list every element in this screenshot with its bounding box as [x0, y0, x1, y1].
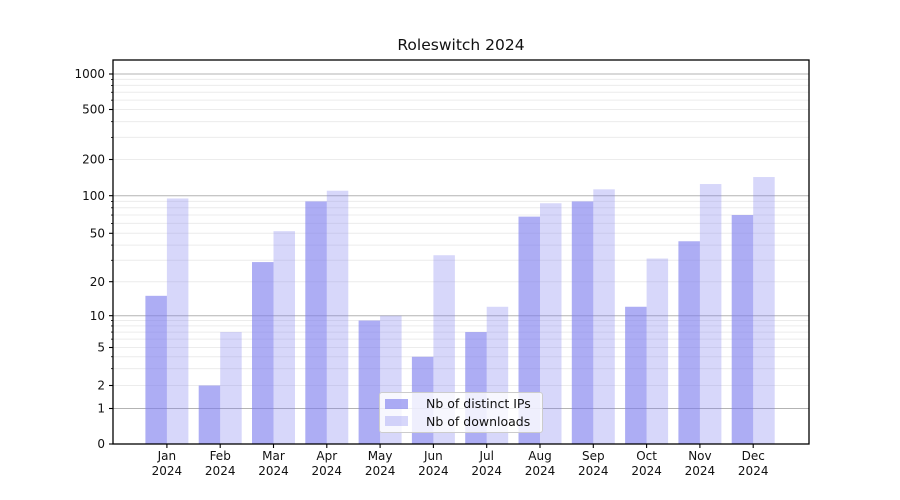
bar-aug-downloads [540, 203, 562, 444]
x-tick-label-month: Feb [210, 449, 231, 463]
y-tick-label: 10 [90, 309, 105, 323]
y-tick-label: 0 [97, 437, 105, 451]
x-tick-label-month: Sep [582, 449, 605, 463]
x-tick-label-month: Aug [528, 449, 551, 463]
bar-dec-downloads [753, 177, 775, 444]
x-tick-label-year: 2024 [471, 464, 502, 478]
bar-oct-downloads [646, 258, 669, 444]
bar-oct-distinct-ips [625, 306, 647, 444]
x-tick-label-month: Apr [316, 449, 337, 463]
y-tick-label: 5 [97, 341, 105, 355]
x-tick-label-month: Mar [262, 449, 285, 463]
x-tick-label-year: 2024 [578, 464, 609, 478]
x-tick-label-month: Jun [423, 449, 443, 463]
x-tick-label-year: 2024 [738, 464, 769, 478]
bar-nov-distinct-ips [678, 241, 700, 444]
x-tick-label-year: 2024 [631, 464, 662, 478]
legend-label-downloads: Nb of downloads [426, 413, 531, 429]
legend-item-distinct-ips: Nb of distinct IPs [385, 395, 542, 412]
x-tick-label-year: 2024 [685, 464, 716, 478]
legend: Nb of distinct IPs Nb of downloads [379, 392, 543, 433]
chart-title: Roleswitch 2024 [397, 36, 525, 54]
bar-mar-distinct-ips [252, 262, 274, 444]
y-tick-label: 2 [97, 379, 105, 393]
x-tick-label-year: 2024 [312, 464, 343, 478]
y-tick-label: 1 [97, 402, 105, 416]
x-tick-label-year: 2024 [152, 464, 183, 478]
x-tick-label-month: Jan [157, 449, 177, 463]
bar-dec-distinct-ips [731, 215, 754, 444]
legend-swatch-distinct-ips [385, 398, 408, 409]
x-tick-label-month: Dec [742, 449, 765, 463]
x-tick-label-year: 2024 [258, 464, 289, 478]
bar-nov-downloads [699, 184, 722, 444]
bar-mar-downloads [273, 231, 295, 444]
x-tick-label-month: May [368, 449, 393, 463]
x-tick-label-year: 2024 [365, 464, 396, 478]
x-tick-label-year: 2024 [418, 464, 449, 478]
bar-jan-downloads [166, 198, 189, 444]
x-tick-label-year: 2024 [525, 464, 556, 478]
bar-feb-distinct-ips [198, 385, 221, 444]
bar-may-distinct-ips [358, 320, 381, 444]
bar-feb-downloads [220, 332, 242, 444]
y-tick-label: 1000 [74, 67, 105, 81]
x-tick-label-year: 2024 [205, 464, 236, 478]
y-tick-label: 200 [82, 153, 105, 167]
y-tick-label: 20 [90, 275, 105, 289]
legend-swatch-downloads [385, 416, 408, 427]
x-tick-label-month: Jul [478, 449, 493, 463]
bar-apr-distinct-ips [305, 201, 327, 444]
plot-border [112, 59, 810, 445]
bar-aug-distinct-ips [518, 216, 540, 444]
legend-label-distinct-ips: Nb of distinct IPs [426, 396, 531, 412]
y-tick-label: 50 [90, 227, 105, 241]
y-tick-label: 500 [82, 103, 105, 117]
legend-item-downloads: Nb of downloads [385, 413, 542, 430]
x-tick-label-month: Nov [688, 449, 711, 463]
bar-sep-distinct-ips [571, 201, 594, 444]
bar-sep-downloads [593, 189, 615, 444]
y-tick-label: 100 [82, 189, 105, 203]
bar-jan-distinct-ips [145, 295, 167, 444]
x-tick-label-month: Oct [636, 449, 657, 463]
bar-apr-downloads [326, 190, 349, 444]
